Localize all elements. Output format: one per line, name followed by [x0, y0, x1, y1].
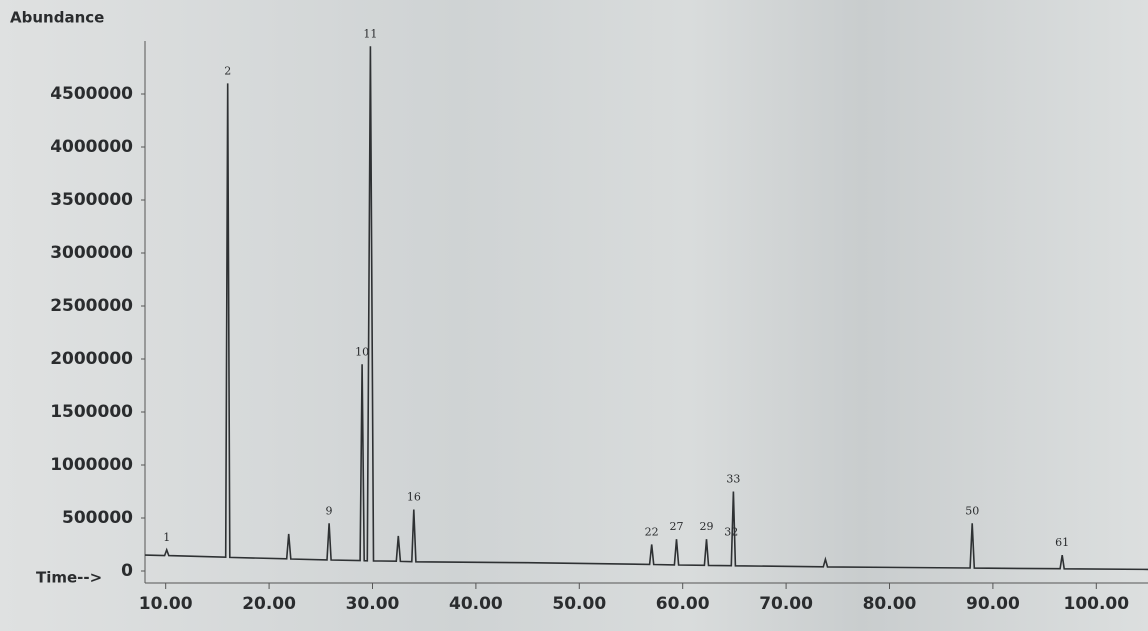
y-tick-label: 4500000	[50, 84, 133, 104]
x-tick-label: 90.00	[966, 594, 1020, 614]
y-tick-label: 4000000	[50, 137, 133, 157]
x-tick-label: 20.00	[242, 594, 296, 614]
x-tick-label: 50.00	[552, 594, 606, 614]
y-tick-label: 0	[121, 561, 133, 581]
y-tick-label: 2500000	[50, 296, 133, 316]
y-tick-label: 1000000	[50, 455, 133, 475]
peak-label: 29	[699, 520, 713, 533]
y-tick-label: 3500000	[50, 190, 133, 210]
x-tick-label: 70.00	[759, 594, 813, 614]
peak-label: 27	[669, 520, 683, 533]
y-tick-label: 500000	[62, 508, 133, 528]
peak-label: 11	[363, 27, 377, 40]
peak-label: 61	[1055, 536, 1069, 549]
peak-label: 2	[224, 64, 231, 77]
y-tick-label: 3000000	[50, 243, 133, 263]
peak-label: 16	[407, 491, 421, 504]
x-tick-label: 100.00	[1063, 594, 1129, 614]
y-tick-label: 1500000	[50, 402, 133, 422]
peak-label: 33	[726, 473, 740, 486]
x-axis-label: Time-->	[36, 569, 102, 587]
peak-label: 50	[965, 504, 979, 517]
x-tick-label: 10.00	[139, 594, 193, 614]
peak-label: 9	[326, 504, 333, 517]
x-tick-label: 40.00	[449, 594, 503, 614]
x-tick-label: 60.00	[656, 594, 710, 614]
chromatogram-line	[144, 46, 1148, 571]
peak-label: 32	[724, 526, 738, 539]
peak-label: 22	[645, 526, 659, 539]
x-tick-label: 80.00	[863, 594, 917, 614]
x-tick-label: 30.00	[346, 594, 400, 614]
peak-label: 1	[163, 531, 170, 544]
peak-label: 10	[355, 345, 369, 358]
y-tick-label: 2000000	[50, 349, 133, 369]
y-axis-label: Abundance	[10, 9, 104, 27]
